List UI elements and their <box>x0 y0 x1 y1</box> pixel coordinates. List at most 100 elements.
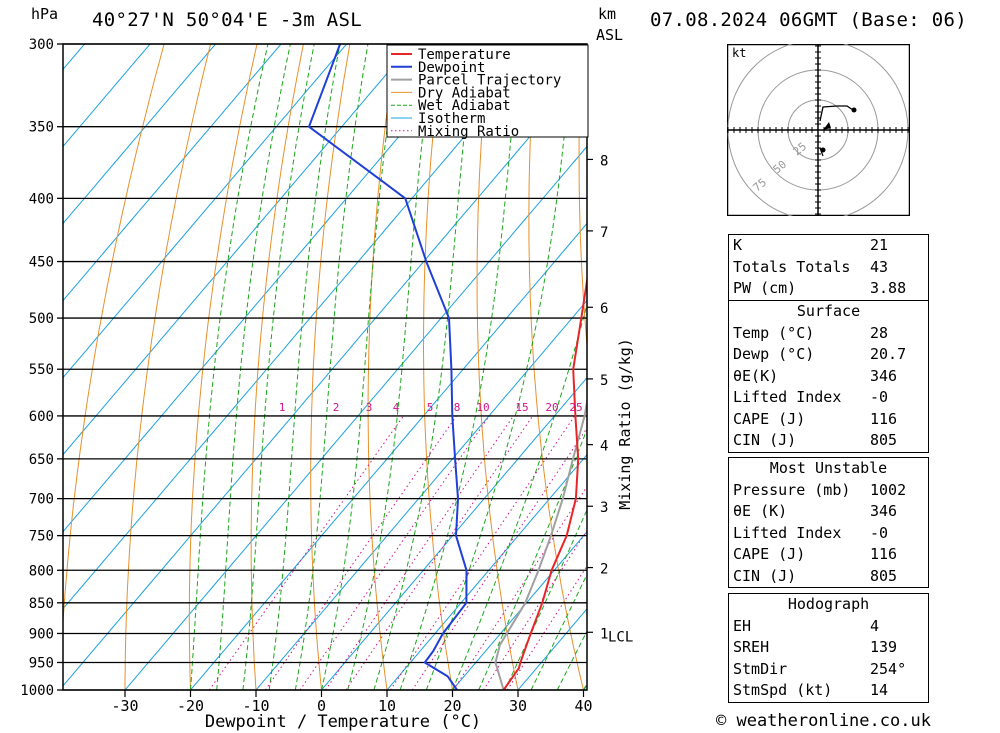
surface-row: Temp (°C) 28 <box>729 323 928 345</box>
pressure-tick-label: 400 <box>29 191 54 207</box>
legend-label: Dry Adiabat <box>418 85 511 101</box>
most-unstable-row: Pressure (mb) 1002 <box>729 480 928 502</box>
table-label: SREH <box>733 638 770 656</box>
table-label: EH <box>733 616 752 635</box>
parcel-trajectory-line <box>494 396 587 690</box>
most-unstable-row: CAPE (J) 116 <box>729 544 928 566</box>
dry-adiabat-line <box>476 44 519 690</box>
wet-adiabat-line <box>530 573 587 690</box>
isotherm-line <box>321 376 587 690</box>
pressure-tick-label: 300 <box>29 37 54 53</box>
indices-table: K 21 Totals Totals 43 PW (cm) 3.88 <box>728 234 929 301</box>
legend-label: Dewpoint <box>418 60 485 76</box>
isotherm-line <box>63 44 216 225</box>
table-value: 346 <box>870 366 898 385</box>
x-tick-label: 40 <box>574 697 592 715</box>
wet-adiabat-line <box>504 508 587 690</box>
dry-adiabat-line <box>423 44 453 690</box>
table-value: 346 <box>870 502 898 520</box>
dewpoint-line <box>308 44 468 690</box>
x-tick-label: -20 <box>177 697 204 715</box>
pressure-tick-label: 600 <box>29 409 54 425</box>
surface-table: Surface Temp (°C) 28 Dewp (°C) 20.7 θE(K) 346… <box>728 300 929 453</box>
mixing-ratio-line <box>264 415 457 690</box>
isotherm-line <box>63 68 587 687</box>
legend-label: Isotherm <box>418 111 485 127</box>
mixing-ratio-label: 10 <box>476 401 489 414</box>
most-unstable-row: Lifted Index -0 <box>729 523 928 545</box>
table-label: Totals Totals <box>733 257 851 276</box>
table-value: 4 <box>870 616 880 635</box>
skew-t-chart: 3003504004505005506006507007508008509009… <box>20 37 634 732</box>
mixing-ratio-line <box>452 485 587 690</box>
mixing-ratio-label: 20 <box>545 401 558 414</box>
surface-row: Lifted Index -0 <box>729 387 928 409</box>
table-label: CIN (J) <box>733 431 797 449</box>
isotherm-line <box>63 44 413 456</box>
pressure-tick-label: 500 <box>29 311 54 327</box>
surface-row: θE(K) 346 <box>729 366 928 388</box>
most-unstable-table: Most Unstable Pressure (mb) 1002 θE (K) 346… <box>728 457 929 588</box>
table-label: Dewp (°C) <box>733 345 815 363</box>
pressure-tick-label: 800 <box>29 563 54 579</box>
isotherm-line <box>63 44 282 302</box>
mixing-ratio-line <box>345 415 534 690</box>
pressure-tick-label: 450 <box>29 255 54 271</box>
table-value: 805 <box>870 431 898 449</box>
table-label: K <box>733 236 743 254</box>
wet-adiabat-line <box>216 44 291 690</box>
table-label: PW (cm) <box>733 279 797 297</box>
index-row: K 21 <box>729 235 928 257</box>
credit-link[interactable]: © weatheronline.co.uk <box>716 711 931 731</box>
table-value: -0 <box>870 523 889 542</box>
table-label: θE(K) <box>733 366 779 385</box>
km-tick-label: 6 <box>600 301 608 317</box>
table-label: Lifted Index <box>733 388 842 406</box>
pressure-tick-label: 900 <box>29 626 54 642</box>
table-value: 43 <box>870 257 889 276</box>
hodograph-row: SREH 139 <box>729 637 928 659</box>
table-label: StmSpd (kt) <box>733 681 833 699</box>
plot-frame <box>62 43 588 691</box>
dry-adiabat-line <box>63 44 165 630</box>
surface-row: CAPE (J) 116 <box>729 409 928 431</box>
index-row: PW (cm) 3.88 <box>729 278 928 300</box>
hodograph-row: StmSpd (kt) 14 <box>729 680 928 702</box>
table-value: 116 <box>870 409 898 428</box>
most-unstable-title: Most Unstable <box>769 459 888 477</box>
surface-row: Dewp (°C) 20.7 <box>729 344 928 366</box>
surface-row: CIN (J) 805 <box>729 430 928 452</box>
table-value: 20.7 <box>870 345 907 363</box>
table-value: 1002 <box>870 480 907 499</box>
hodograph-unit-label: kt <box>732 46 746 60</box>
hodograph-table-title: Hodograph <box>787 595 870 613</box>
pressure-tick-label: 350 <box>29 120 54 136</box>
surface-title: Surface <box>796 302 861 320</box>
table-value: 116 <box>870 545 898 563</box>
mixing-ratio-label: 2 <box>333 401 340 414</box>
index-row: Totals Totals 43 <box>729 257 928 279</box>
table-value: 139 <box>870 638 898 656</box>
km-tick-label: 7 <box>600 225 608 241</box>
legend-label: Wet Adiabat <box>418 98 511 114</box>
pressure-tick-label: 950 <box>29 655 54 671</box>
mixing-ratio-line <box>389 415 576 690</box>
pressure-tick-label: 850 <box>29 596 54 612</box>
pressure-tick-label: 750 <box>29 529 54 545</box>
isotherm-line <box>63 44 347 379</box>
x-tick-label: -30 <box>111 697 138 715</box>
table-value: -0 <box>870 388 889 406</box>
table-value: 21 <box>870 236 889 254</box>
mixing-ratio-line <box>411 427 587 690</box>
km-tick-label: 3 <box>600 500 608 516</box>
table-label: Pressure (mb) <box>733 480 851 499</box>
mixing-ratio-label: 25 <box>569 401 582 414</box>
x-tick-label: 0 <box>317 697 326 715</box>
wet-adiabat-line <box>190 44 269 690</box>
mixing-ratio-label: 3 <box>366 401 373 414</box>
datetime-title: 07.08.2024 06GMT (Base: 06) <box>650 9 967 31</box>
mixing-ratio-label: 15 <box>515 401 528 414</box>
table-label: Lifted Index <box>733 523 842 542</box>
most-unstable-row: CIN (J) 805 <box>729 566 928 588</box>
